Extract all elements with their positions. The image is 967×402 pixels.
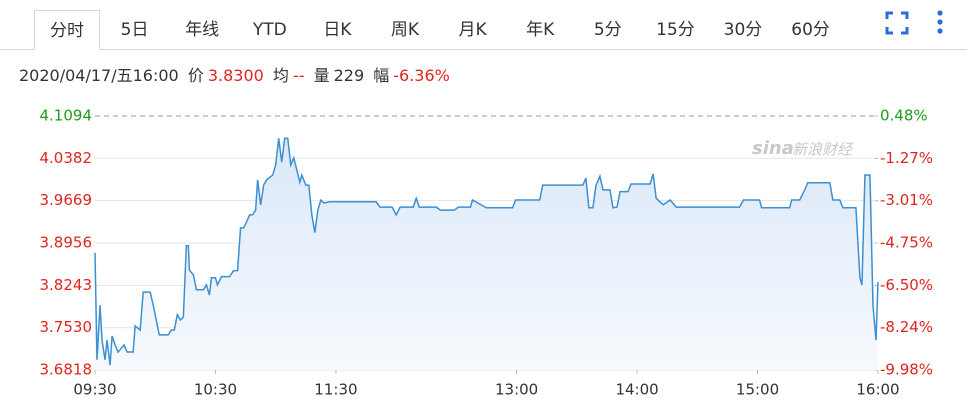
tab[interactable]: 分时 [34,10,100,50]
tab[interactable]: 5日 [120,20,149,40]
price-line [94,137,879,366]
change: -6.36% [393,66,450,85]
tab[interactable]: 年线 [185,20,220,40]
tab[interactable]: YTD [252,20,287,40]
quote-info: 2020/04/17/五16:00 价 3.8300 均 -- 量 229 幅 -6.3… [19,62,454,86]
tab[interactable]: 周K [390,20,420,40]
fullscreen-glyph [885,11,909,35]
x-tick-label: 09:30 [73,381,116,399]
y-tick-label: 3.9669 [40,191,93,209]
fullscreen-icon[interactable] [884,10,910,36]
volume: 229 [333,66,365,85]
y2-tick-label: -6.50% [880,276,933,294]
change-label: 幅 [373,66,390,85]
watermark-logo: sina [752,138,794,159]
tab[interactable]: 30分 [723,20,763,40]
y2-tick-label: -9.98% [880,361,933,379]
avg-label: 均 [272,66,289,85]
tab[interactable]: 年K [526,20,555,40]
watermark-text: 新浪财经 [792,141,854,159]
dot [937,10,943,16]
y-tick-label: 3.6818 [40,361,93,379]
volume-label: 量 [313,66,330,85]
more-icon[interactable] [935,8,945,38]
tab[interactable]: 15分 [656,20,695,40]
tab[interactable]: 60分 [791,20,830,40]
x-tick-label: 11:30 [314,381,357,399]
y-tick-label: 4.1094 [40,107,93,125]
x-tick-label: 10:30 [194,381,237,399]
tab[interactable]: 月K [458,20,487,40]
tab[interactable]: 5分 [593,20,622,40]
x-tick-label: 16:00 [856,381,899,399]
x-tick-label: 15:00 [736,381,779,399]
dot [937,28,943,34]
y-tick-label: 3.8956 [40,234,93,252]
y2-tick-label: -1.27% [880,149,933,167]
y2-tick-label: 0.48% [880,107,928,125]
y-tick-label: 4.0382 [40,149,93,167]
y-tick-label: 3.7530 [40,318,93,336]
dot [937,19,943,25]
price-area [95,138,878,370]
y2-tick-label: -4.75% [880,234,933,252]
price: 3.8300 [207,66,264,85]
price-label: 价 [187,66,204,85]
x-tick-label: 13:00 [495,381,538,399]
tab[interactable]: 日K [323,20,352,40]
y2-tick-label: -8.24% [880,318,933,336]
y2-tick-label: -3.01% [880,191,933,209]
datetime: 2020/04/17/五16:00 [19,66,179,85]
x-tick-label: 14:00 [615,381,658,399]
y-tick-label: 3.8243 [40,276,93,294]
tab-bar: 分时 5日 年线 YTD 日K 周K 月K 年K 5分 15分 30分 60分 [0,0,967,50]
avg: -- [292,66,305,85]
